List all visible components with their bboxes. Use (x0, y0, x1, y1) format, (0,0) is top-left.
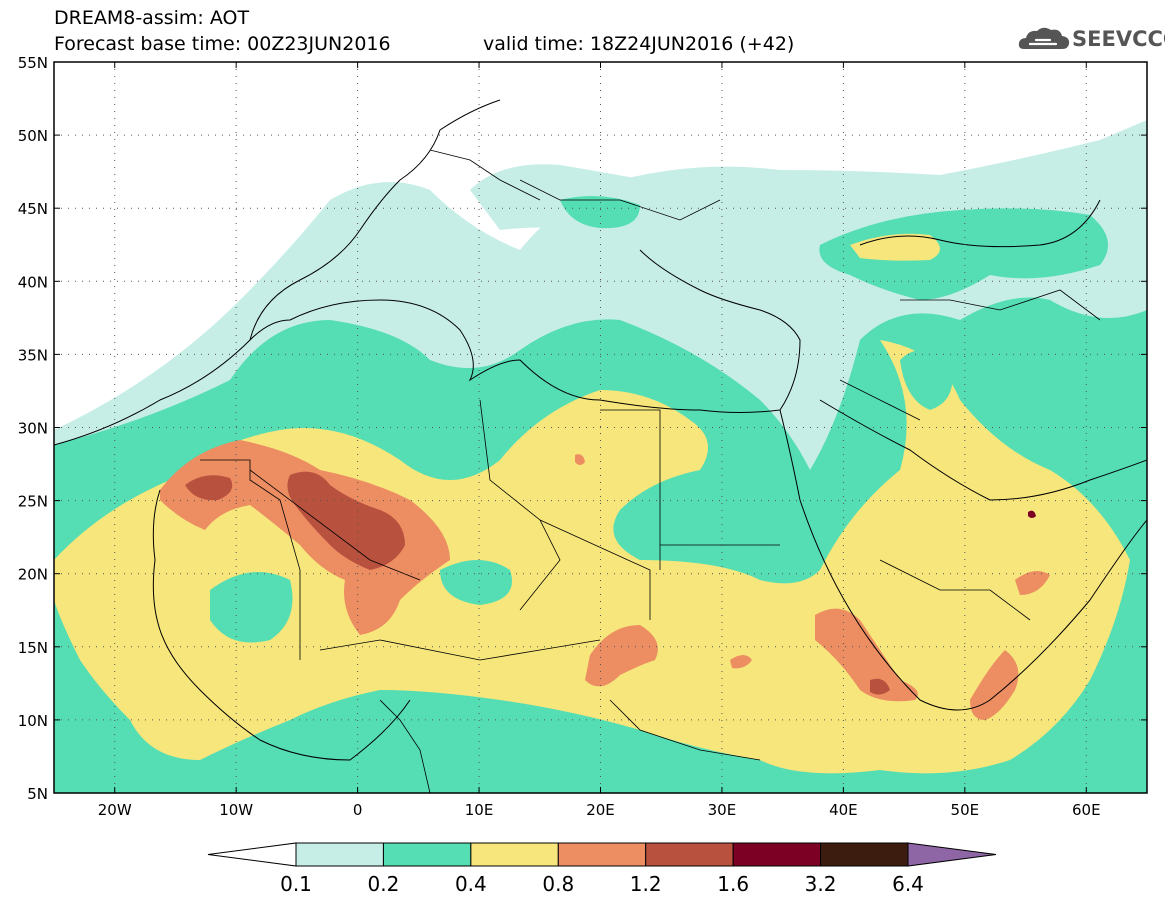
aot-level-1-6 (1028, 510, 1036, 518)
axis-ticks: 5N 10N 15N 20N 25N 30N 35N 40N 45N 50N 55N 20W 10W 0 1… (18, 54, 1147, 819)
colorbar-segment (732, 842, 822, 867)
colorbar-segment (820, 842, 909, 867)
lon-tick-label: 50E (951, 801, 980, 819)
colorbar-max-arrow (907, 842, 997, 867)
colorbar-label: 3.2 (804, 872, 837, 896)
lon-tick-label: 20E (586, 801, 615, 819)
lon-tick-label: 20W (98, 801, 132, 819)
lon-tick-label: 10E (465, 801, 494, 819)
lon-tick-label: 60E (1072, 801, 1101, 819)
map-title: DREAM8-assim: AOT (54, 7, 250, 29)
valid-time: valid time: 18Z24JUN2016 (+42) (483, 33, 795, 55)
colorbar-label: 6.4 (892, 872, 924, 896)
lon-tick-label: 30E (708, 801, 737, 819)
colorbar-segment (645, 842, 734, 867)
logo-text: SEEVCCC (1072, 27, 1165, 51)
colorbar-label: 0.2 (367, 872, 400, 896)
coastlines (54, 99, 1147, 761)
lat-tick-label: 20N (18, 566, 48, 584)
colorbar-segment (382, 842, 472, 867)
colorbar (207, 842, 997, 867)
colorbar-min-arrow (207, 842, 297, 867)
cloud-icon (1018, 27, 1070, 49)
lat-tick-label: 10N (18, 712, 48, 730)
colorbar-label: 1.6 (717, 872, 750, 896)
aot-level-0-2-inner (210, 350, 953, 750)
lat-tick-label: 5N (27, 785, 48, 803)
lat-tick-label: 30N (18, 420, 48, 438)
lat-tick-label: 50N (18, 127, 48, 145)
colorbar-label: 0.8 (542, 872, 575, 896)
lat-tick-label: 55N (18, 54, 48, 72)
aot-level-0-8 (160, 440, 1050, 720)
country-borders (200, 149, 1101, 793)
colorbar-label: 0.1 (280, 872, 312, 896)
lon-tick-label: 40E (829, 801, 858, 819)
colorbar-segment (557, 842, 647, 867)
lat-tick-label: 15N (18, 639, 48, 657)
lon-tick-label: 10W (219, 801, 253, 819)
colorbar-segment (295, 842, 384, 867)
lat-tick-label: 35N (18, 346, 48, 364)
colorbar-label: 0.4 (454, 872, 487, 896)
lat-tick-label: 40N (18, 273, 48, 291)
colorbar-segment (470, 842, 559, 867)
seevccc-logo: SEEVCCC (1016, 23, 1165, 55)
aot-level-1-2 (185, 471, 890, 695)
lat-tick-label: 45N (18, 200, 48, 218)
lat-tick-label: 25N (18, 493, 48, 511)
forecast-base-time: Forecast base time: 00Z23JUN2016 (54, 33, 391, 55)
lon-tick-label: 0 (353, 801, 363, 819)
colorbar-label: 1.2 (629, 872, 662, 896)
graticule (54, 62, 1147, 793)
